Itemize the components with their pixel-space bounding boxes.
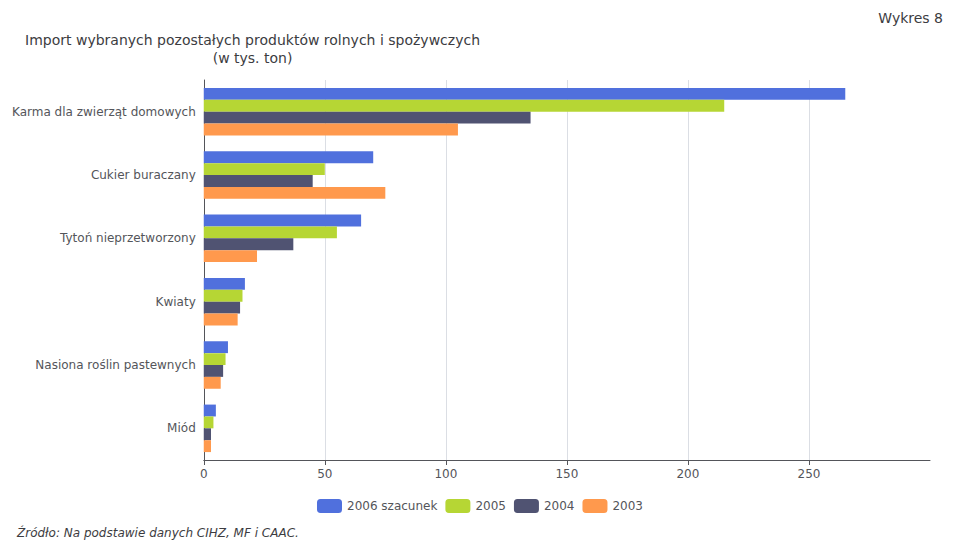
svg-text:2004: 2004	[544, 499, 575, 513]
svg-text:Karma dla zwierząt domowych: Karma dla zwierząt domowych	[12, 105, 196, 119]
svg-text:150: 150	[555, 467, 578, 481]
svg-text:100: 100	[434, 467, 457, 481]
svg-text:(w tys. ton): (w tys. ton)	[213, 50, 293, 66]
svg-text:2006 szacunek: 2006 szacunek	[347, 499, 437, 513]
svg-text:Cukier buraczany: Cukier buraczany	[91, 168, 196, 182]
svg-text:2005: 2005	[475, 499, 506, 513]
svg-text:Tytoń nieprzetworzony: Tytoń nieprzetworzony	[59, 231, 196, 245]
svg-text:Nasiona roślin pastewnych: Nasiona roślin pastewnych	[35, 358, 195, 372]
svg-text:50: 50	[317, 467, 332, 481]
svg-text:2003: 2003	[612, 499, 643, 513]
svg-text:Wykres 8: Wykres 8	[878, 10, 943, 26]
svg-text:250: 250	[798, 467, 821, 481]
svg-text:200: 200	[676, 467, 699, 481]
svg-text:Źródło: Na podstawie danych CI: Źródło: Na podstawie danych CIHZ, MF i C…	[16, 525, 299, 540]
svg-text:Import wybranych pozostałych p: Import wybranych pozostałych produktów r…	[25, 32, 480, 48]
svg-text:0: 0	[200, 467, 208, 481]
svg-text:Kwiaty: Kwiaty	[156, 295, 196, 309]
svg-text:Miód: Miód	[167, 421, 196, 435]
